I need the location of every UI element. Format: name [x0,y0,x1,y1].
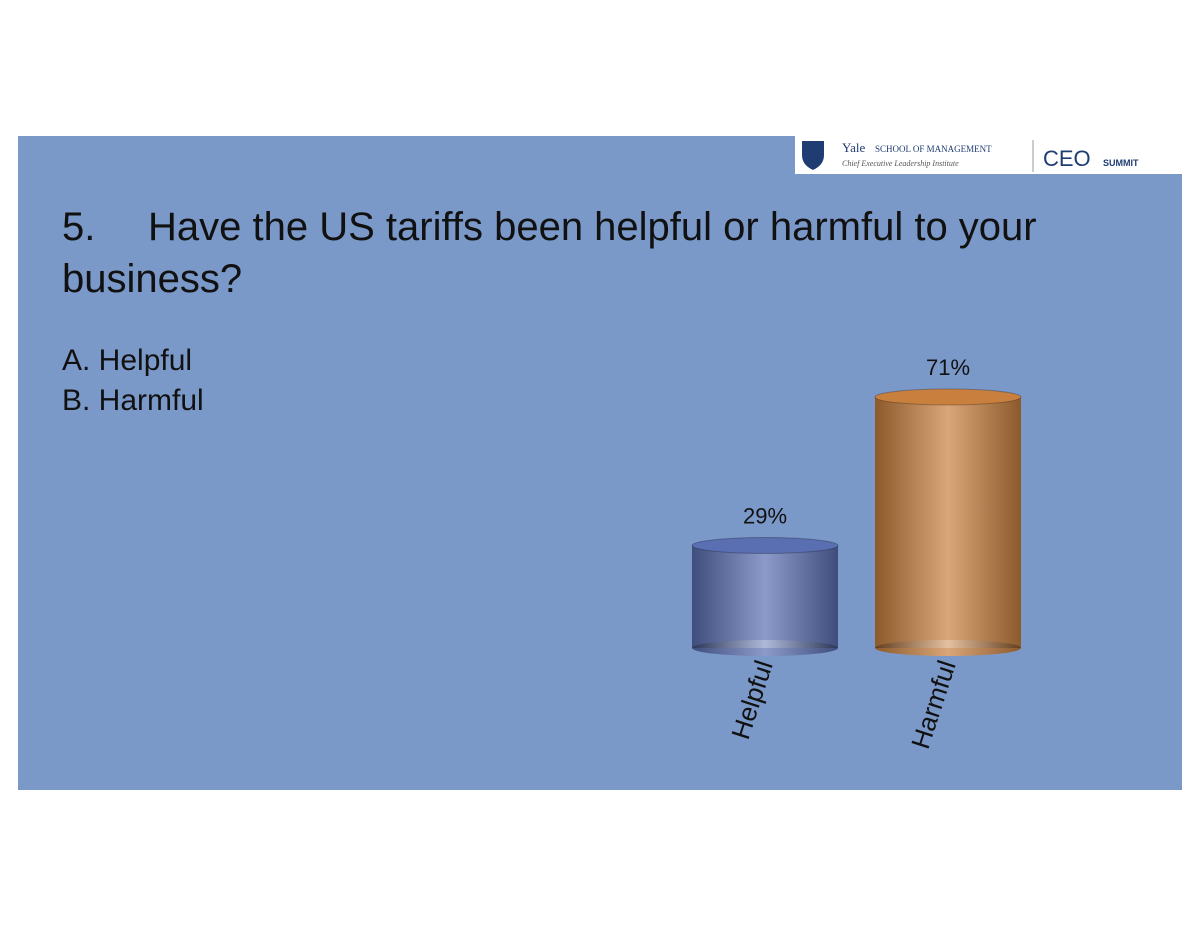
bar-top [691,536,839,554]
logo-event: CEO [1043,146,1091,171]
bar-shade [875,397,1021,648]
value-label: 71% [926,355,970,380]
option: B. Harmful [62,384,204,417]
logo-school: SCHOOL OF MANAGEMENT [875,144,992,154]
bar-shade [692,545,838,648]
question-text: Have the US tariffs been helpful or harm… [148,205,1037,249]
logo-event-sub: SUMMIT [1103,158,1139,168]
bar-top [874,388,1022,406]
value-label: 29% [743,503,787,528]
logo-box [795,136,1182,174]
question-number: 5. [62,205,95,249]
shield-icon [802,141,824,170]
option: A. Helpful [62,344,192,377]
logo-institute: Chief Executive Leadership Institute [842,159,959,168]
logo-org: Yale [842,140,865,155]
question-text: business? [62,257,242,301]
